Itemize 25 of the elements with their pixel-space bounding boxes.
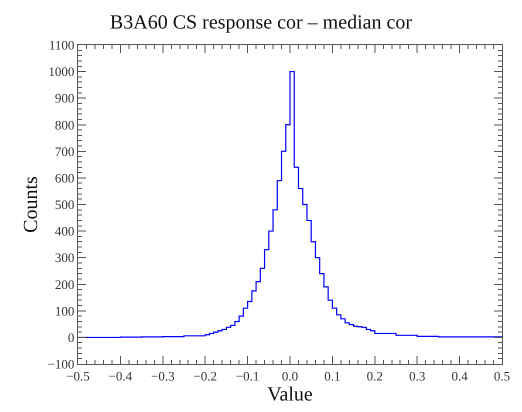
chart-title: B3A60 CS response cor – median cor [110, 11, 412, 34]
x-tick-label: 0.0 [282, 368, 298, 384]
y-tick-label: 900 [54, 90, 74, 106]
y-tick-label: 600 [54, 170, 74, 186]
x-tick-label: 0.5 [494, 368, 510, 384]
y-tick-label: 1000 [48, 64, 74, 80]
y-tick-label: 300 [54, 250, 74, 266]
y-axis-title: Counts [20, 176, 42, 233]
y-tick-label: 800 [54, 117, 74, 132]
x-tick-label: −0.2 [193, 368, 217, 384]
x-tick-label: −0.3 [151, 368, 175, 384]
y-tick-label: 200 [54, 276, 74, 292]
x-tick-label: 0.4 [451, 368, 468, 384]
y-tick-label: 400 [54, 224, 74, 239]
y-tick-label: 1100 [48, 38, 74, 53]
x-tick-label: 0.3 [409, 368, 426, 384]
x-tick-label: −0.1 [236, 368, 260, 384]
y-tick-label: 100 [54, 303, 74, 318]
y-tick-label: 0 [68, 330, 74, 345]
y-tick-label: 700 [54, 144, 74, 159]
y-tick-label: 500 [54, 197, 74, 212]
x-tick-label: 0.1 [324, 368, 341, 384]
x-tick-label: −0.4 [108, 368, 133, 384]
x-axis-title: Value [267, 384, 313, 406]
x-tick-label: 0.2 [366, 368, 383, 384]
